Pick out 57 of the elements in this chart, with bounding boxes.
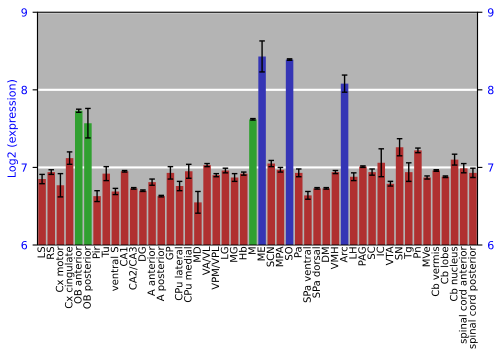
x-tick-label: CPu medial [184, 247, 192, 302]
x-tick-label: Pir [92, 246, 100, 258]
x-tick-label: LG [220, 247, 228, 259]
x-tick-label: CA1 [120, 247, 128, 266]
x-tick-label: A anterior [147, 246, 155, 296]
x-tick-label: OB anterior [74, 246, 82, 304]
x-tick-label: MVe [422, 246, 430, 266]
x-tick-label: PAG [358, 247, 366, 266]
y-tick-label: 9 [21, 8, 27, 17]
x-tick-label: DM [322, 247, 330, 262]
x-tick-label: MPA [276, 246, 284, 266]
x-tick-label: Cx cingulate [64, 246, 74, 308]
y-tick-label: 8 [21, 86, 28, 94]
y2-tick-label: 7 [488, 164, 494, 172]
y2-tick-label: 9 [488, 8, 494, 17]
x-tick-label: VA/VL [202, 246, 211, 276]
y-tick-label: 6 [21, 240, 28, 250]
x-tick-label: CPu lateral [174, 247, 182, 300]
x-tick-label: SCN [266, 247, 274, 267]
x-tick-label: SPa ventral [303, 247, 311, 302]
x-tick-label: SN [394, 247, 402, 260]
x-tick-label: spinal cord anterior [458, 246, 469, 344]
x-tick-label: DG [138, 247, 146, 261]
x-tick-label: Arc [340, 247, 348, 263]
y2-tick-label: 6 [488, 240, 494, 250]
x-tick-label: VPM/VPL [212, 246, 220, 290]
x-tick-label: M [248, 247, 256, 254]
x-tick-label: IC [376, 246, 384, 256]
x-tick-label: Hb [238, 246, 247, 260]
x-tick-label: LS [37, 246, 45, 258]
x-tick-label: SO [284, 246, 292, 260]
x-tick-label: OB posterior [83, 246, 93, 309]
x-tick-label: Cb nucleus [450, 246, 458, 301]
x-tick-label: Cx motor [56, 246, 64, 292]
x-tick-label: Pn [413, 247, 421, 258]
x-tick-label: SPa dorsal [312, 247, 320, 298]
x-tick-label: LH [349, 247, 357, 258]
x-tick-label: Cb lobe [440, 246, 448, 284]
x-tick-label: ventral S [110, 246, 118, 291]
x-tick-label: ME [258, 247, 265, 260]
x-tick-label: Tg [404, 247, 414, 259]
x-tick-label: VMH [330, 247, 338, 270]
x-tick-label: RS [46, 246, 54, 259]
x-tick-label: CA2/CA3 [129, 247, 138, 290]
y-axis-title: Log2 (expression) [7, 80, 18, 178]
y-tick-label: 7 [22, 164, 27, 172]
x-tick-label: MD [193, 246, 201, 262]
x-tick-label: VTA [386, 246, 394, 266]
x-tick-label: A posterior [156, 246, 166, 302]
x-tick-label: MG [230, 247, 238, 262]
x-tick-label: Cb vermis [431, 246, 440, 296]
x-tick-label: GP [166, 246, 174, 260]
y2-tick-label: 8 [488, 86, 494, 94]
x-tick-label: Tu [102, 247, 110, 258]
x-tick-label: spinal cord posterior [468, 246, 478, 349]
x-tick-label: Pa [294, 247, 302, 258]
x-tick-label: SC [367, 246, 375, 260]
